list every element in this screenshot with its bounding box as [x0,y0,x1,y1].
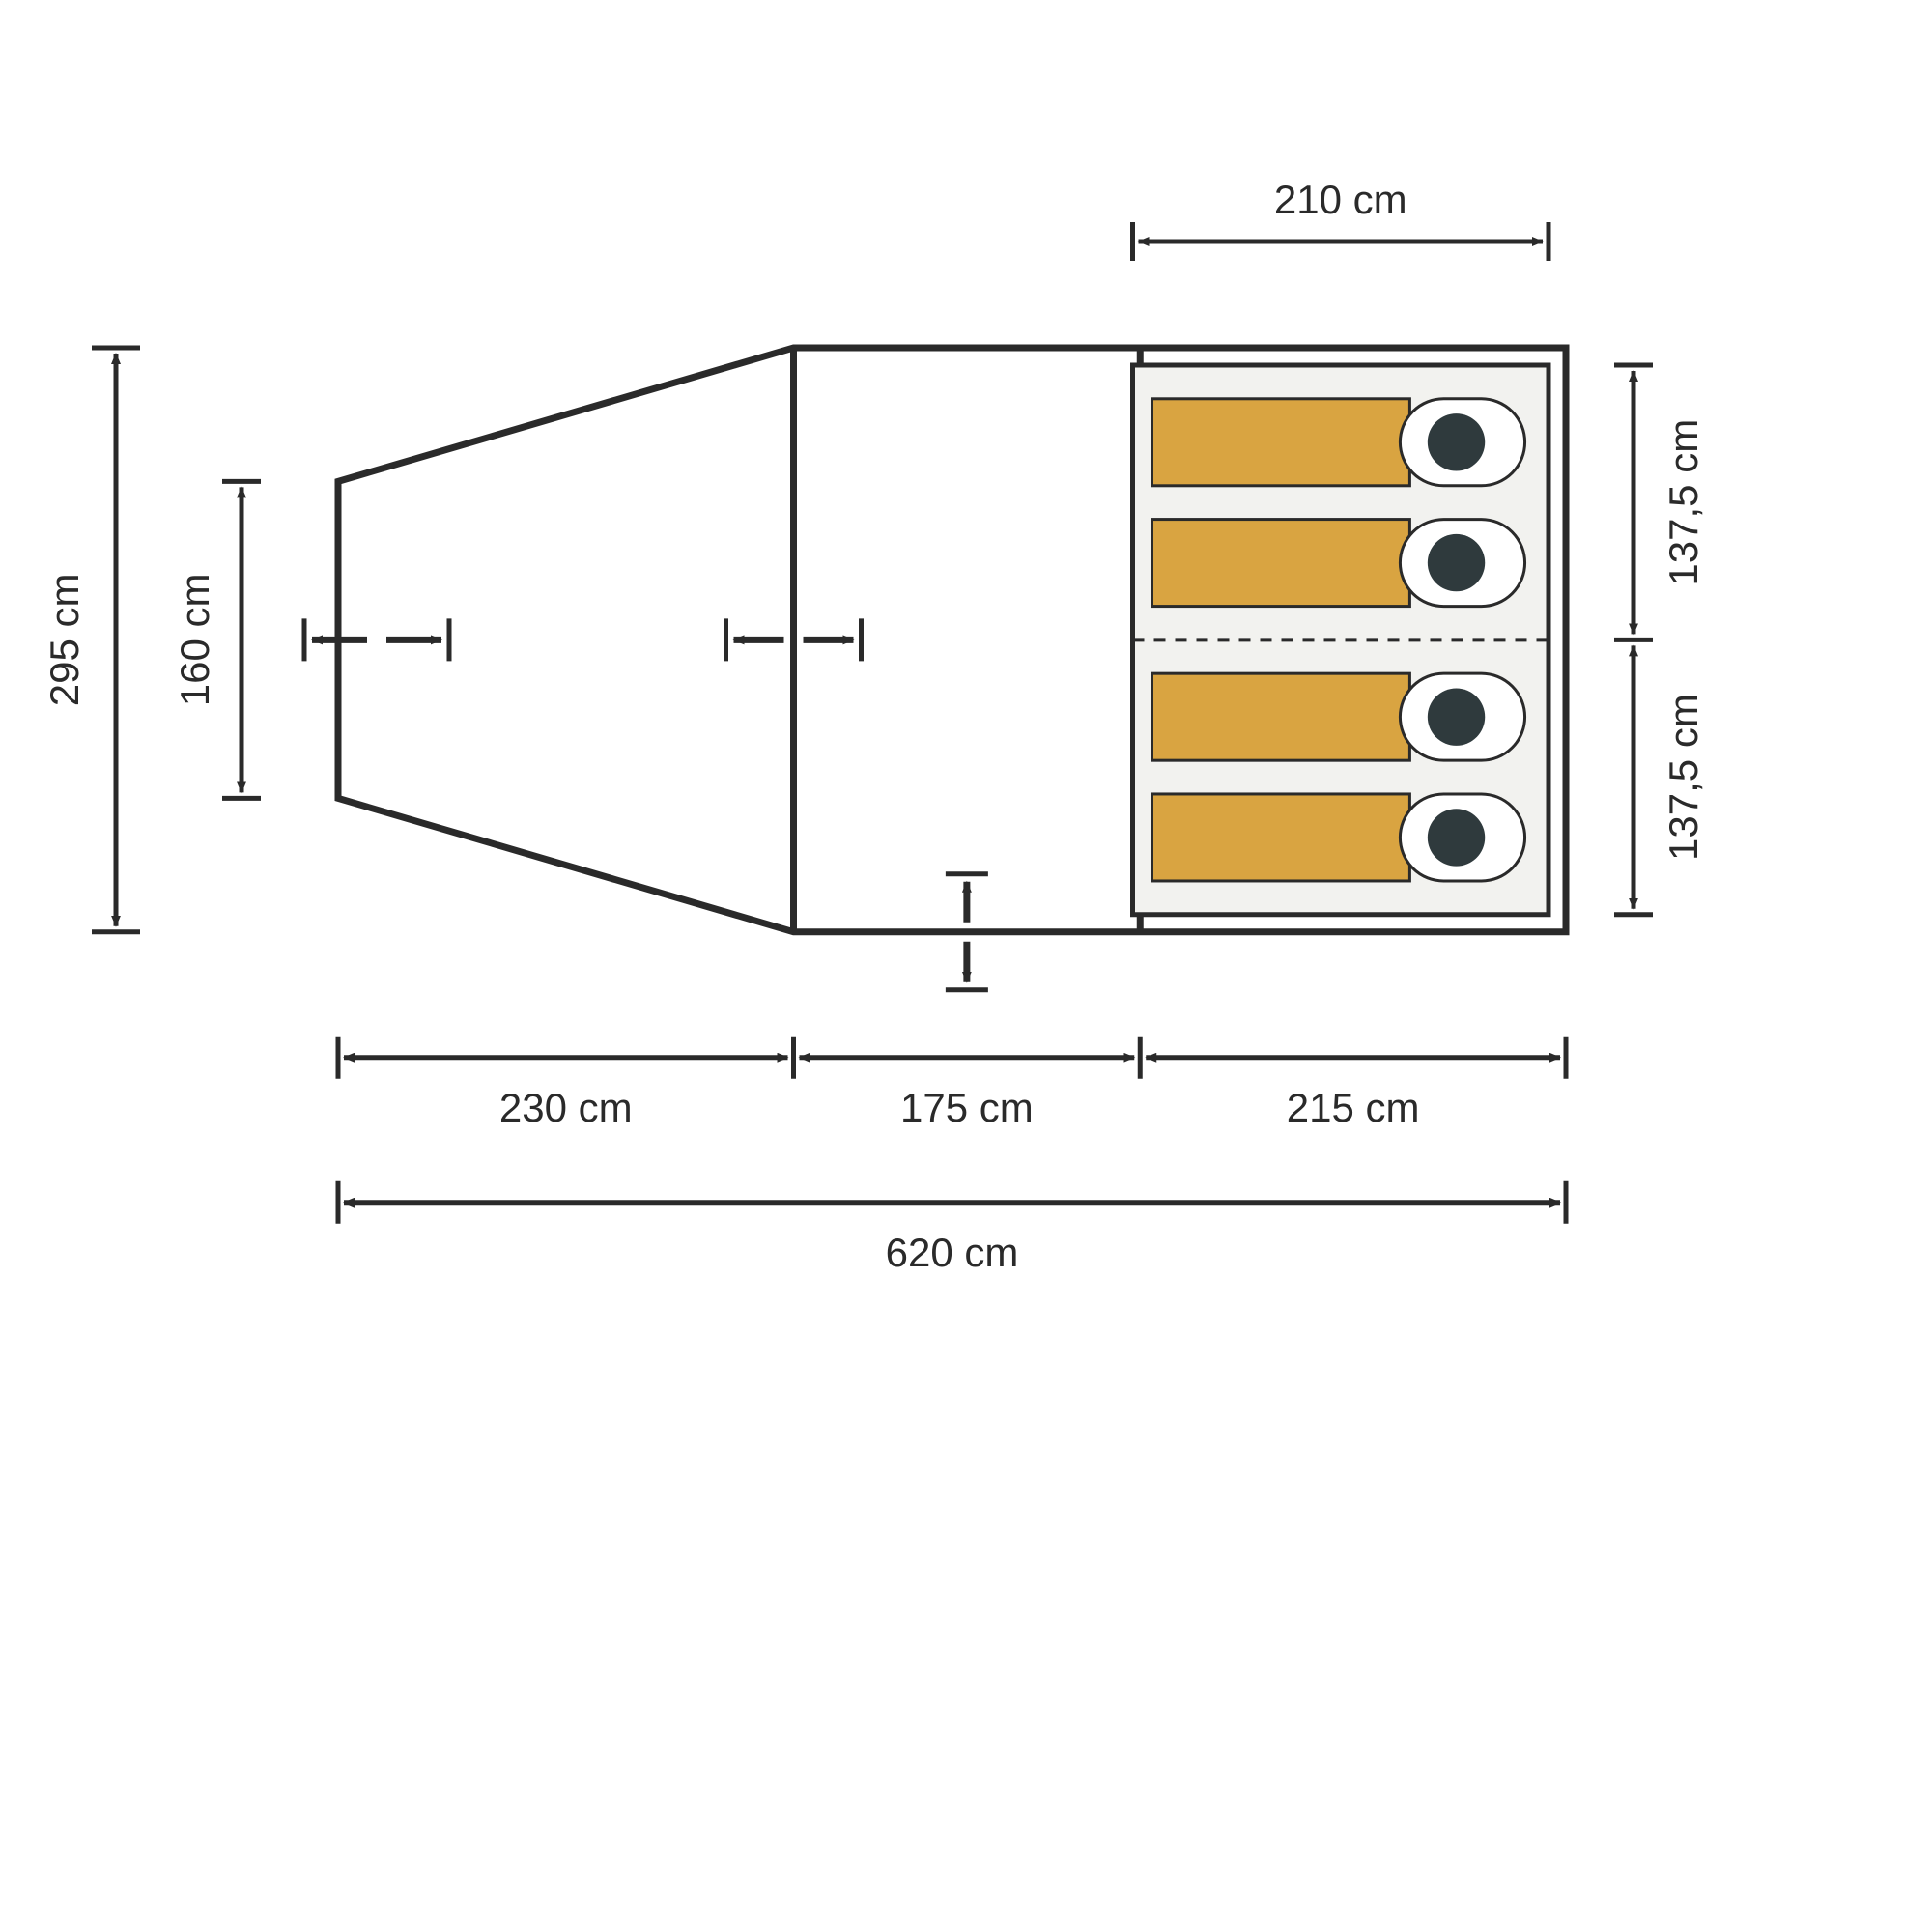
sleeping-bag-3 [1152,673,1410,760]
sleeping-bag-2 [1152,520,1410,607]
sleeping-bag-1 [1152,399,1410,486]
label-total-height: 295 cm [42,574,87,707]
sleeping-bag-3-head [1428,688,1485,745]
label-front: 230 cm [499,1085,633,1130]
label-total-width: 620 cm [886,1230,1019,1275]
label-comp-a: 137,5 cm [1661,419,1706,586]
label-comp-b: 137,5 cm [1661,694,1706,861]
sleeping-bag-4 [1152,794,1410,881]
label-inner-width: 210 cm [1274,177,1407,222]
label-door-height: 160 cm [172,574,217,707]
tent-floorplan-diagram: 210 cm 295 cm 160 cm 137,5 cm 137,5 cm 230 cm… [0,0,1932,1932]
label-rear: 215 cm [1287,1085,1420,1130]
sleeping-bag-1-head [1428,413,1485,470]
sleeping-bag-2-head [1428,534,1485,591]
sleeping-bag-4-head [1428,809,1485,866]
label-mid: 175 cm [900,1085,1034,1130]
